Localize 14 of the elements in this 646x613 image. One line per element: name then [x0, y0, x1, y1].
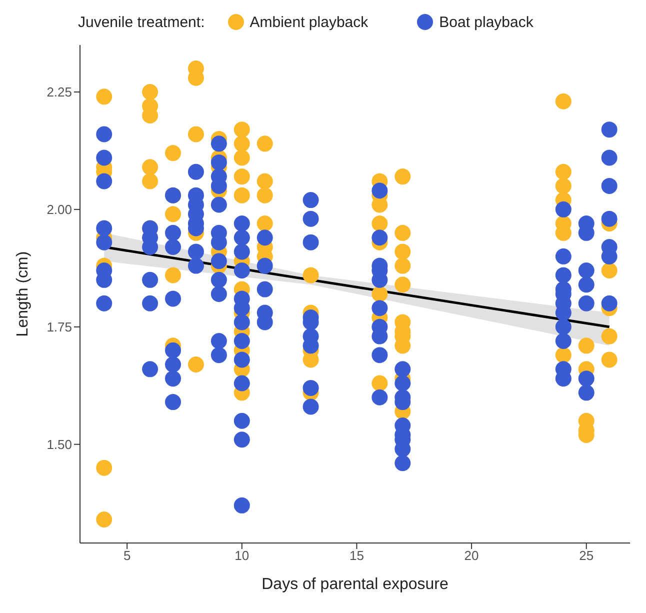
x-tick-label: 20	[464, 548, 479, 564]
y-axis-title: Length (cm)	[14, 251, 32, 337]
x-tick-label: 25	[579, 548, 594, 564]
y-tick-label: 1.50	[46, 436, 72, 452]
y-tick-label: 1.75	[46, 320, 72, 334]
x-tick-label: 5	[123, 548, 131, 564]
legend-label: Ambient playback	[250, 14, 368, 30]
y-tick-label: 2.00	[46, 202, 72, 218]
legend-label: Boat playback	[439, 14, 534, 30]
x-tick-label: 10	[234, 548, 250, 564]
legend-title: Juvenile treatment:	[78, 14, 205, 30]
x-axis-title: Days of parental exposure	[262, 576, 448, 593]
y-tick-label: 2.25	[46, 84, 72, 100]
x-tick-label: 15	[349, 548, 364, 564]
